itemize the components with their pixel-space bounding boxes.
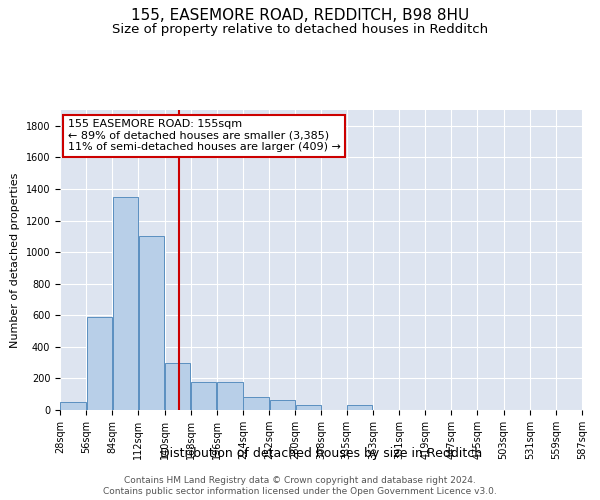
Bar	[244, 398, 269, 410]
Text: Contains HM Land Registry data © Crown copyright and database right 2024.: Contains HM Land Registry data © Crown c…	[124, 476, 476, 485]
Text: 155, EASEMORE ROAD, REDDITCH, B98 8HU: 155, EASEMORE ROAD, REDDITCH, B98 8HU	[131, 8, 469, 22]
Bar	[347, 406, 373, 410]
Y-axis label: Number of detached properties: Number of detached properties	[10, 172, 20, 348]
Text: Contains public sector information licensed under the Open Government Licence v3: Contains public sector information licen…	[103, 488, 497, 496]
Bar	[217, 382, 242, 410]
Bar	[113, 197, 138, 410]
Bar	[269, 400, 295, 410]
Bar	[139, 236, 164, 410]
Bar	[191, 382, 217, 410]
Bar	[165, 362, 190, 410]
Bar	[61, 402, 86, 410]
Bar	[296, 406, 321, 410]
Text: Size of property relative to detached houses in Redditch: Size of property relative to detached ho…	[112, 22, 488, 36]
Text: 155 EASEMORE ROAD: 155sqm
← 89% of detached houses are smaller (3,385)
11% of se: 155 EASEMORE ROAD: 155sqm ← 89% of detac…	[68, 119, 341, 152]
Bar	[86, 317, 112, 410]
Text: Distribution of detached houses by size in Redditch: Distribution of detached houses by size …	[160, 448, 482, 460]
